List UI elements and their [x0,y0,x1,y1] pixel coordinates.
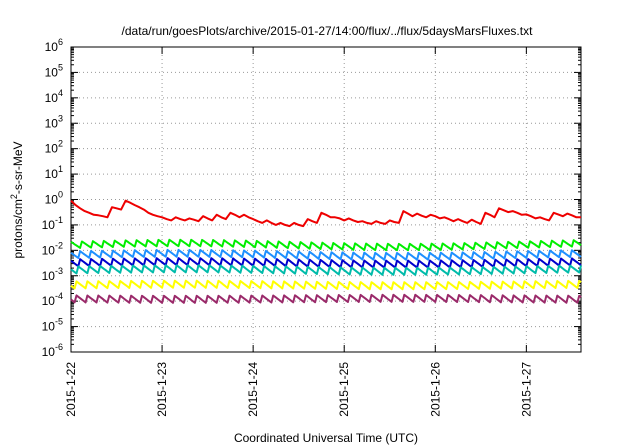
x-tick-label: 2015-1-24 [246,362,260,417]
y-tick-label: 102 [45,139,63,156]
series-line-4 [70,257,582,269]
x-tick-label: 2015-1-26 [428,362,442,417]
y-tick-label: 100 [45,190,63,207]
y-tick-label: 10-2 [42,240,63,257]
x-axis-label: Coordinated Universal Time (UTC) [234,431,418,445]
y-axis-label-base: protons/cm [11,199,25,258]
series-line-2 [70,238,582,252]
y-tick-label: 10-1 [42,215,63,232]
x-tick-label: 2015-1-25 [337,362,351,417]
series-line-5 [70,264,582,276]
y-tick-label: 105 [45,62,63,79]
series-line-3 [70,248,582,261]
y-axis-label: protons/cm2-s-sr-MeV [9,141,25,258]
x-tick-label: 2015-1-27 [519,362,533,417]
x-tick-label: 2015-1-23 [155,362,169,417]
y-axis-label-sup: 2 [9,194,19,199]
x-tick-label: 2015-1-22 [64,362,78,417]
grid [71,47,581,352]
y-tick-label: 101 [45,164,63,181]
y-tick-label: 103 [45,113,63,130]
y-tick-label: 10-6 [42,342,63,359]
series-layer [70,199,582,304]
series-line-6 [70,279,582,291]
y-tick-label: 10-3 [42,266,63,283]
y-tick-label: 10-5 [42,317,63,334]
y-tick-label: 104 [45,88,63,105]
x-axis: 2015-1-22 2015-1-23 2015-1-24 2015-1-25 2015… [64,47,533,417]
series-line-7 [70,293,582,304]
y-tick-label: 10-4 [42,291,63,308]
y-axis: 10-6 10-5 10-4 10-3 10-2 10-1 100 101 102 103 104 1… [42,37,581,359]
series-line-1 [70,199,581,228]
y-axis-label-rest: -s-sr-MeV [11,141,25,194]
y-tick-label: 106 [45,37,63,54]
chart-title: /data/run/goesPlots/archive/2015-01-27/1… [122,24,534,38]
